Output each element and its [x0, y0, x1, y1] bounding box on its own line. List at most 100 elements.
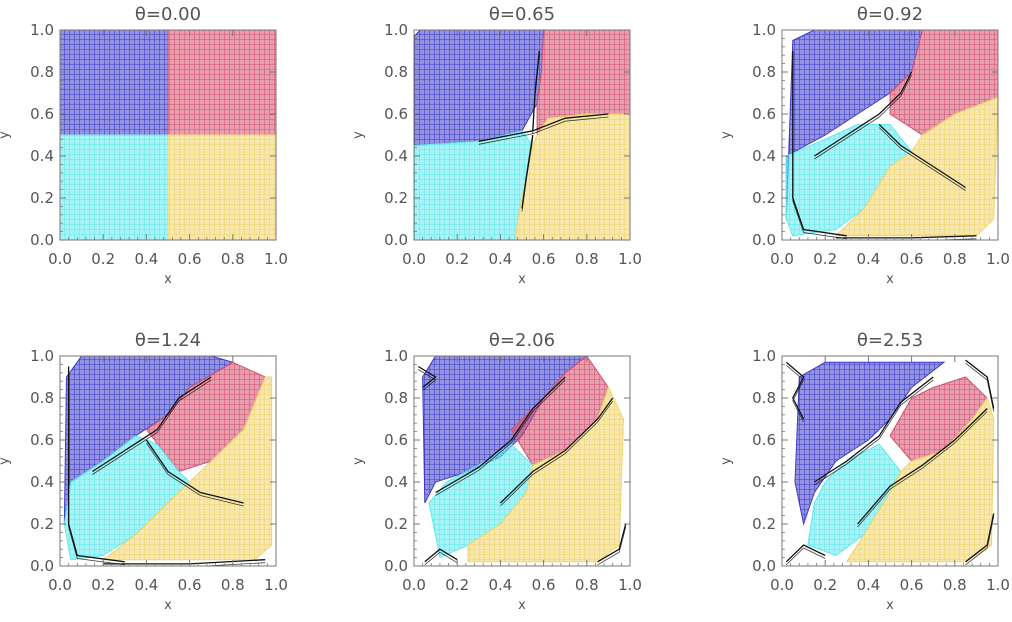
x-axis-label: x	[164, 598, 172, 613]
region-blue	[794, 361, 946, 526]
x-tick-label: 0.2	[445, 250, 469, 268]
plot-frame	[413, 29, 631, 241]
contour-line	[145, 439, 244, 504]
x-tick-label: 1.0	[618, 576, 642, 594]
contour-line	[532, 116, 609, 135]
region-cyan	[60, 134, 169, 240]
contour-line	[965, 359, 995, 409]
y-axis-label: y	[719, 457, 734, 465]
x-tick-label: 1.0	[618, 250, 642, 268]
x-tick-label: 0.2	[445, 576, 469, 594]
panel-3: 0.00.0 0.2 0.2 0.4 0.4 0.6 0.6 0.8 0.8 1.0 1.0 θ=0.…	[719, 4, 1010, 287]
panel-1: 0.00.0 0.2 0.2 0.4 0.4 0.6 0.6 0.8 0.8 1.0 1.0 θ=0.…	[0, 4, 288, 287]
contour-line	[878, 124, 966, 189]
x-tick-label: 0.6	[532, 576, 556, 594]
panel-title: θ=0.00	[135, 4, 201, 25]
contour-line	[814, 74, 912, 160]
panel-title: θ=2.53	[857, 330, 923, 351]
contour-line	[499, 397, 614, 504]
y-axis-label: y	[351, 457, 366, 465]
panel-title: θ=2.06	[489, 330, 555, 351]
x-tick-label: 0.8	[221, 250, 245, 268]
contour-line	[198, 562, 266, 566]
y-tick-label: 1.0	[752, 347, 776, 365]
contour-line	[965, 516, 995, 566]
region-cyan	[807, 443, 902, 557]
region-red	[167, 30, 276, 136]
x-tick-label: 1.0	[264, 576, 288, 594]
panel-4: 0.00.0 0.2 0.2 0.4 0.4 0.6 0.6 0.8 0.8 1.0 1.0 θ=1.…	[0, 330, 288, 613]
panel-title: θ=1.24	[135, 330, 201, 351]
x-tick-label: 0.8	[575, 250, 599, 268]
contour-line	[418, 369, 437, 391]
y-tick-label: 1.0	[384, 21, 408, 39]
x-tick-label: 0.4	[488, 576, 512, 594]
x-tick-label: 0.0	[770, 250, 794, 268]
y-tick-label: 1.0	[384, 347, 408, 365]
panel-5: 0.00.0 0.2 0.2 0.4 0.4 0.6 0.6 0.8 0.8 1.0 1.0 θ=2.…	[351, 330, 642, 613]
y-tick-label: 0.6	[752, 105, 776, 123]
x-tick-label: 0.8	[943, 250, 967, 268]
plot-frame	[781, 29, 999, 241]
plot-frame	[413, 355, 631, 567]
contour-line	[786, 364, 805, 423]
x-tick-label: 0.6	[178, 576, 202, 594]
contour-line	[532, 113, 609, 132]
y-tick-label: 0.0	[384, 231, 408, 249]
y-tick-label: 0.2	[30, 515, 54, 533]
y-tick-label: 0.0	[30, 231, 54, 249]
region-cyan	[785, 124, 913, 237]
contour-line	[857, 411, 988, 528]
x-tick-label: 0.2	[91, 250, 115, 268]
x-axis-label: x	[886, 272, 894, 287]
contour-line	[814, 71, 913, 157]
region-yellow	[101, 376, 273, 561]
contour-line	[92, 379, 212, 475]
contour-line	[785, 361, 805, 420]
contour-line	[965, 513, 995, 563]
region-cyan	[63, 435, 191, 561]
x-tick-label: 0.0	[48, 250, 72, 268]
contour-line	[417, 365, 437, 389]
y-tick-label: 0.8	[752, 389, 776, 407]
y-tick-label: 0.8	[30, 389, 54, 407]
x-tick-label: 0.4	[488, 250, 512, 268]
x-axis-label: x	[164, 272, 172, 287]
x-tick-label: 0.6	[178, 250, 202, 268]
y-tick-label: 1.0	[30, 347, 54, 365]
contour-line	[965, 362, 995, 412]
contour-line	[597, 523, 627, 563]
x-tick-label: 0.6	[900, 576, 924, 594]
panel-title: θ=0.65	[489, 4, 555, 25]
contour-line	[786, 547, 826, 566]
y-axis-label: y	[0, 131, 12, 139]
y-tick-label: 0.0	[752, 231, 776, 249]
x-tick-label: 1.0	[986, 250, 1010, 268]
y-tick-label: 0.2	[752, 189, 776, 207]
y-tick-label: 0.4	[30, 473, 54, 491]
contour-line	[814, 376, 934, 483]
contour-line	[597, 526, 627, 566]
contour-line	[521, 137, 534, 212]
x-tick-label: 1.0	[264, 250, 288, 268]
x-axis-label: x	[518, 598, 526, 613]
x-tick-label: 0.0	[402, 250, 426, 268]
plot-frame	[59, 355, 277, 567]
x-tick-label: 0.4	[134, 250, 158, 268]
y-tick-label: 0.8	[384, 63, 408, 81]
x-tick-label: 0.0	[402, 576, 426, 594]
y-tick-label: 0.6	[384, 431, 408, 449]
y-tick-label: 0.8	[752, 63, 776, 81]
y-tick-label: 0.6	[384, 105, 408, 123]
x-axis-label: x	[886, 598, 894, 613]
x-tick-label: 0.8	[943, 576, 967, 594]
contour-line	[435, 376, 566, 494]
x-tick-label: 0.6	[900, 250, 924, 268]
y-axis-label: y	[351, 131, 366, 139]
y-axis-label: y	[719, 131, 734, 139]
y-tick-label: 1.0	[752, 21, 776, 39]
x-tick-label: 0.8	[221, 576, 245, 594]
contour-line	[424, 548, 458, 563]
plot-frame	[59, 29, 277, 241]
